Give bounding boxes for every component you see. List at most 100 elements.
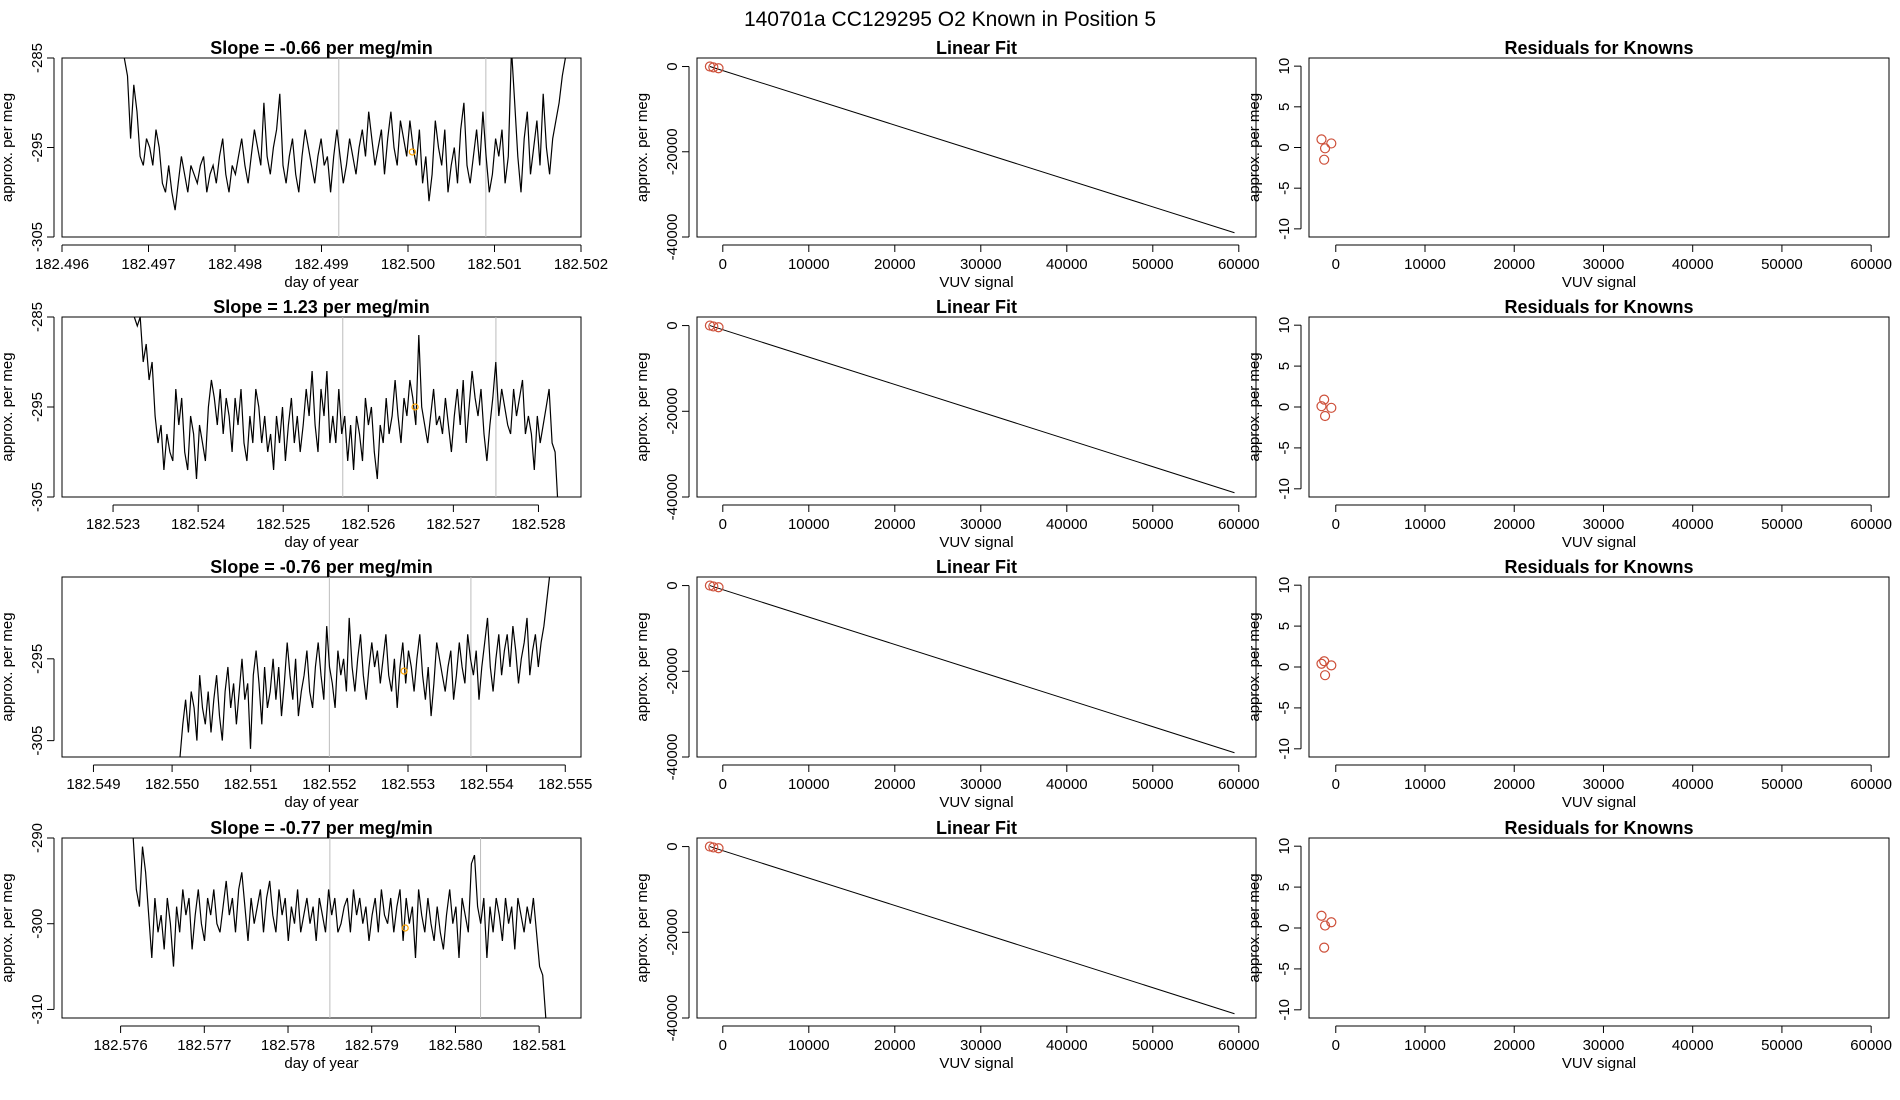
y-axis-label: approx. per meg	[1246, 612, 1263, 721]
y-tick-label: 0	[664, 321, 681, 329]
x-tick-label: 182.527	[426, 516, 480, 533]
x-axis-label: day of year	[284, 274, 358, 291]
plot-data	[179, 577, 551, 757]
x-tick-label: 30000	[960, 516, 1002, 533]
data-point	[1319, 670, 1331, 681]
x-tick-label: 0	[719, 516, 727, 533]
y-tick-label: -5	[1276, 701, 1293, 714]
x-tick-label: 20000	[1493, 1037, 1535, 1054]
chart-title: Residuals for Knowns	[1504, 557, 1693, 577]
highlight-point	[408, 148, 416, 156]
data-point	[708, 62, 719, 73]
y-axis-label: approx. per meg	[0, 93, 16, 202]
x-tick-label: 40000	[1046, 516, 1088, 533]
x-tick-label: 60000	[1850, 1037, 1892, 1054]
chart-title: Slope = -0.76 per meg/min	[210, 557, 433, 577]
data-point	[713, 322, 724, 333]
x-tick-label: 20000	[874, 256, 916, 273]
data-point	[1319, 942, 1330, 953]
x-tick-label: 182.580	[428, 1037, 482, 1054]
y-tick-label: -305	[29, 726, 46, 756]
y-tick-label: 0	[664, 581, 681, 589]
x-tick-label: 50000	[1132, 256, 1174, 273]
x-tick-label: 60000	[1850, 256, 1892, 273]
y-tick-label: 0	[1276, 143, 1293, 151]
data-point	[708, 842, 719, 853]
chart-title: Residuals for Knowns	[1504, 297, 1693, 317]
y-tick-label: -285	[29, 43, 46, 73]
x-tick-label: 30000	[1583, 1037, 1625, 1054]
x-tick-label: 0	[1332, 516, 1340, 533]
plot-frame	[61, 316, 582, 498]
y-tick-label: -10	[1276, 478, 1293, 500]
y-tick-label: -5	[1276, 441, 1293, 454]
x-axis-label: VUV signal	[939, 1055, 1013, 1072]
data-point	[1316, 134, 1327, 145]
x-axis-label: VUV signal	[939, 794, 1013, 811]
chart-title: Slope = -0.77 per meg/min	[210, 818, 433, 838]
chart-panel-2: Linear Fit 0 10000 20000 30000 40000 50000 6000…	[634, 38, 1260, 291]
x-tick-label: 182.554	[460, 776, 514, 793]
x-tick-label: 30000	[960, 1037, 1002, 1054]
y-axis-label: approx. per meg	[634, 93, 651, 202]
x-tick-label: 20000	[874, 1037, 916, 1054]
x-axis-label: VUV signal	[939, 534, 1013, 551]
x-tick-label: 182.528	[511, 516, 565, 533]
x-tick-label: 40000	[1672, 776, 1714, 793]
plot-data	[1316, 394, 1337, 422]
chart-title: Linear Fit	[936, 557, 1017, 577]
y-tick-label: -295	[29, 392, 46, 422]
data-point	[713, 582, 724, 593]
highlight-point	[401, 924, 409, 932]
x-tick-label: 50000	[1761, 776, 1803, 793]
x-tick-label: 182.550	[145, 776, 199, 793]
x-tick-label: 182.555	[538, 776, 592, 793]
x-tick-label: 182.549	[66, 776, 120, 793]
y-tick-label: -305	[29, 482, 46, 512]
x-tick-label: 10000	[1404, 776, 1446, 793]
y-tick-label: -290	[29, 823, 46, 853]
plot-frame	[696, 57, 1257, 238]
x-axis-label: VUV signal	[1562, 274, 1636, 291]
plot-frame	[1308, 316, 1890, 498]
y-tick-label: 0	[664, 62, 681, 70]
y-tick-label: -5	[1276, 962, 1293, 975]
page-title: 140701a CC129295 O2 Known in Position 5	[744, 8, 1156, 31]
data-point	[1326, 917, 1337, 928]
chart-title: Linear Fit	[936, 818, 1017, 838]
x-tick-label: 40000	[1046, 776, 1088, 793]
x-tick-label: 182.551	[224, 776, 278, 793]
x-tick-label: 50000	[1132, 1037, 1174, 1054]
plot-frame	[61, 576, 582, 758]
y-tick-label: 5	[1276, 883, 1293, 891]
x-tick-label: 182.525	[256, 516, 310, 533]
x-tick-label: 182.500	[381, 256, 435, 273]
x-tick-label: 40000	[1046, 256, 1088, 273]
y-tick-label: -295	[29, 644, 46, 674]
chart-panel-12: Residuals for Knowns 0 10000 20000 30000 4000…	[1246, 818, 1892, 1072]
x-tick-label: 40000	[1672, 1037, 1714, 1054]
x-tick-label: 40000	[1046, 1037, 1088, 1054]
y-tick-label: 0	[1276, 663, 1293, 671]
y-axis-label: approx. per meg	[0, 352, 16, 461]
data-point	[1326, 402, 1337, 413]
data-point	[713, 843, 724, 854]
chart-panel-1: Slope = -0.66 per meg/min 182.496 182.497 1…	[0, 38, 608, 291]
y-tick-label: -10	[1276, 999, 1293, 1021]
chart-title: Slope = -0.66 per meg/min	[210, 38, 433, 58]
chart-panel-7: Slope = -0.76 per meg/min 182.549 182.550 1…	[0, 557, 592, 811]
data-point	[1326, 660, 1337, 671]
chart-panel-4: Slope = 1.23 per meg/min 182.523 182.524 18…	[0, 297, 582, 551]
plot-frame	[696, 837, 1257, 1019]
x-tick-label: 0	[1332, 776, 1340, 793]
x-tick-label: 182.498	[208, 256, 262, 273]
x-tick-label: 50000	[1761, 1037, 1803, 1054]
trace-line	[123, 58, 566, 211]
chart-panel-3: Residuals for Knowns 0 10000 20000 30000 4000…	[1246, 38, 1892, 291]
data-point	[708, 321, 719, 332]
x-tick-label: 60000	[1850, 776, 1892, 793]
x-tick-label: 10000	[1404, 516, 1446, 533]
x-tick-label: 182.526	[341, 516, 395, 533]
y-tick-label: 5	[1276, 362, 1293, 370]
trace-line	[179, 577, 551, 757]
